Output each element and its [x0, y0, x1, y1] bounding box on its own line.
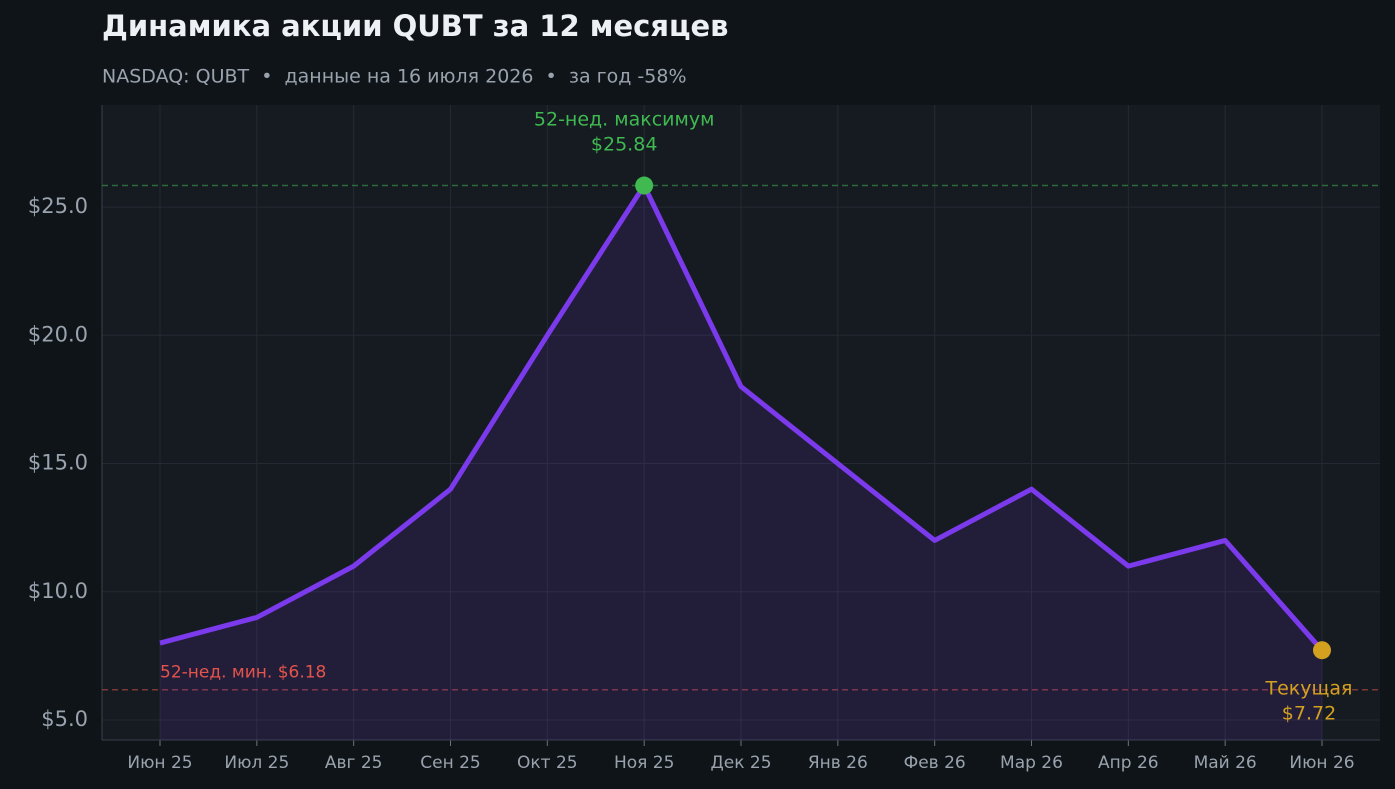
x-tick-label: Сен 25 — [420, 753, 480, 773]
x-tick-label: Ноя 25 — [614, 753, 674, 773]
current-marker — [1313, 641, 1331, 660]
x-tick-label: Июл 25 — [224, 753, 289, 773]
x-tick-label: Июн 26 — [1289, 753, 1354, 773]
y-tick-label: $10.0 — [28, 579, 88, 603]
y-tick-label: $25.0 — [28, 194, 88, 218]
high-label: 52-нед. максимум — [534, 109, 715, 131]
low-label: 52-нед. мин. $6.18 — [160, 663, 326, 683]
area — [160, 185, 1322, 741]
chart-title: Динамика акции QUBT за 12 месяцев — [102, 9, 728, 43]
x-tick-label: Фев 26 — [904, 753, 966, 773]
current-label: Текущая — [1265, 678, 1353, 700]
current-value-label: $7.72 — [1282, 703, 1336, 725]
x-tick-label: Авг 25 — [325, 753, 383, 773]
chart-subtitle: NASDAQ: QUBT • данные на 16 июля 2026 • … — [102, 66, 687, 88]
x-tick-label: Мар 26 — [1000, 753, 1063, 773]
x-tick-label: Июн 25 — [127, 753, 192, 773]
y-tick-label: $15.0 — [28, 451, 88, 475]
high-value-label: $25.84 — [591, 134, 657, 156]
x-tick-label: Янв 26 — [808, 753, 868, 773]
x-tick-label: Май 26 — [1194, 753, 1257, 773]
x-tick-label: Окт 25 — [517, 753, 578, 773]
y-tick-label: $5.0 — [41, 707, 88, 731]
line — [159, 183, 1324, 652]
high-marker — [635, 176, 654, 195]
x-tick-label: Дек 25 — [710, 753, 771, 773]
y-tick-label: $20.0 — [28, 322, 88, 346]
x-tick-label: Апр 26 — [1098, 753, 1159, 773]
